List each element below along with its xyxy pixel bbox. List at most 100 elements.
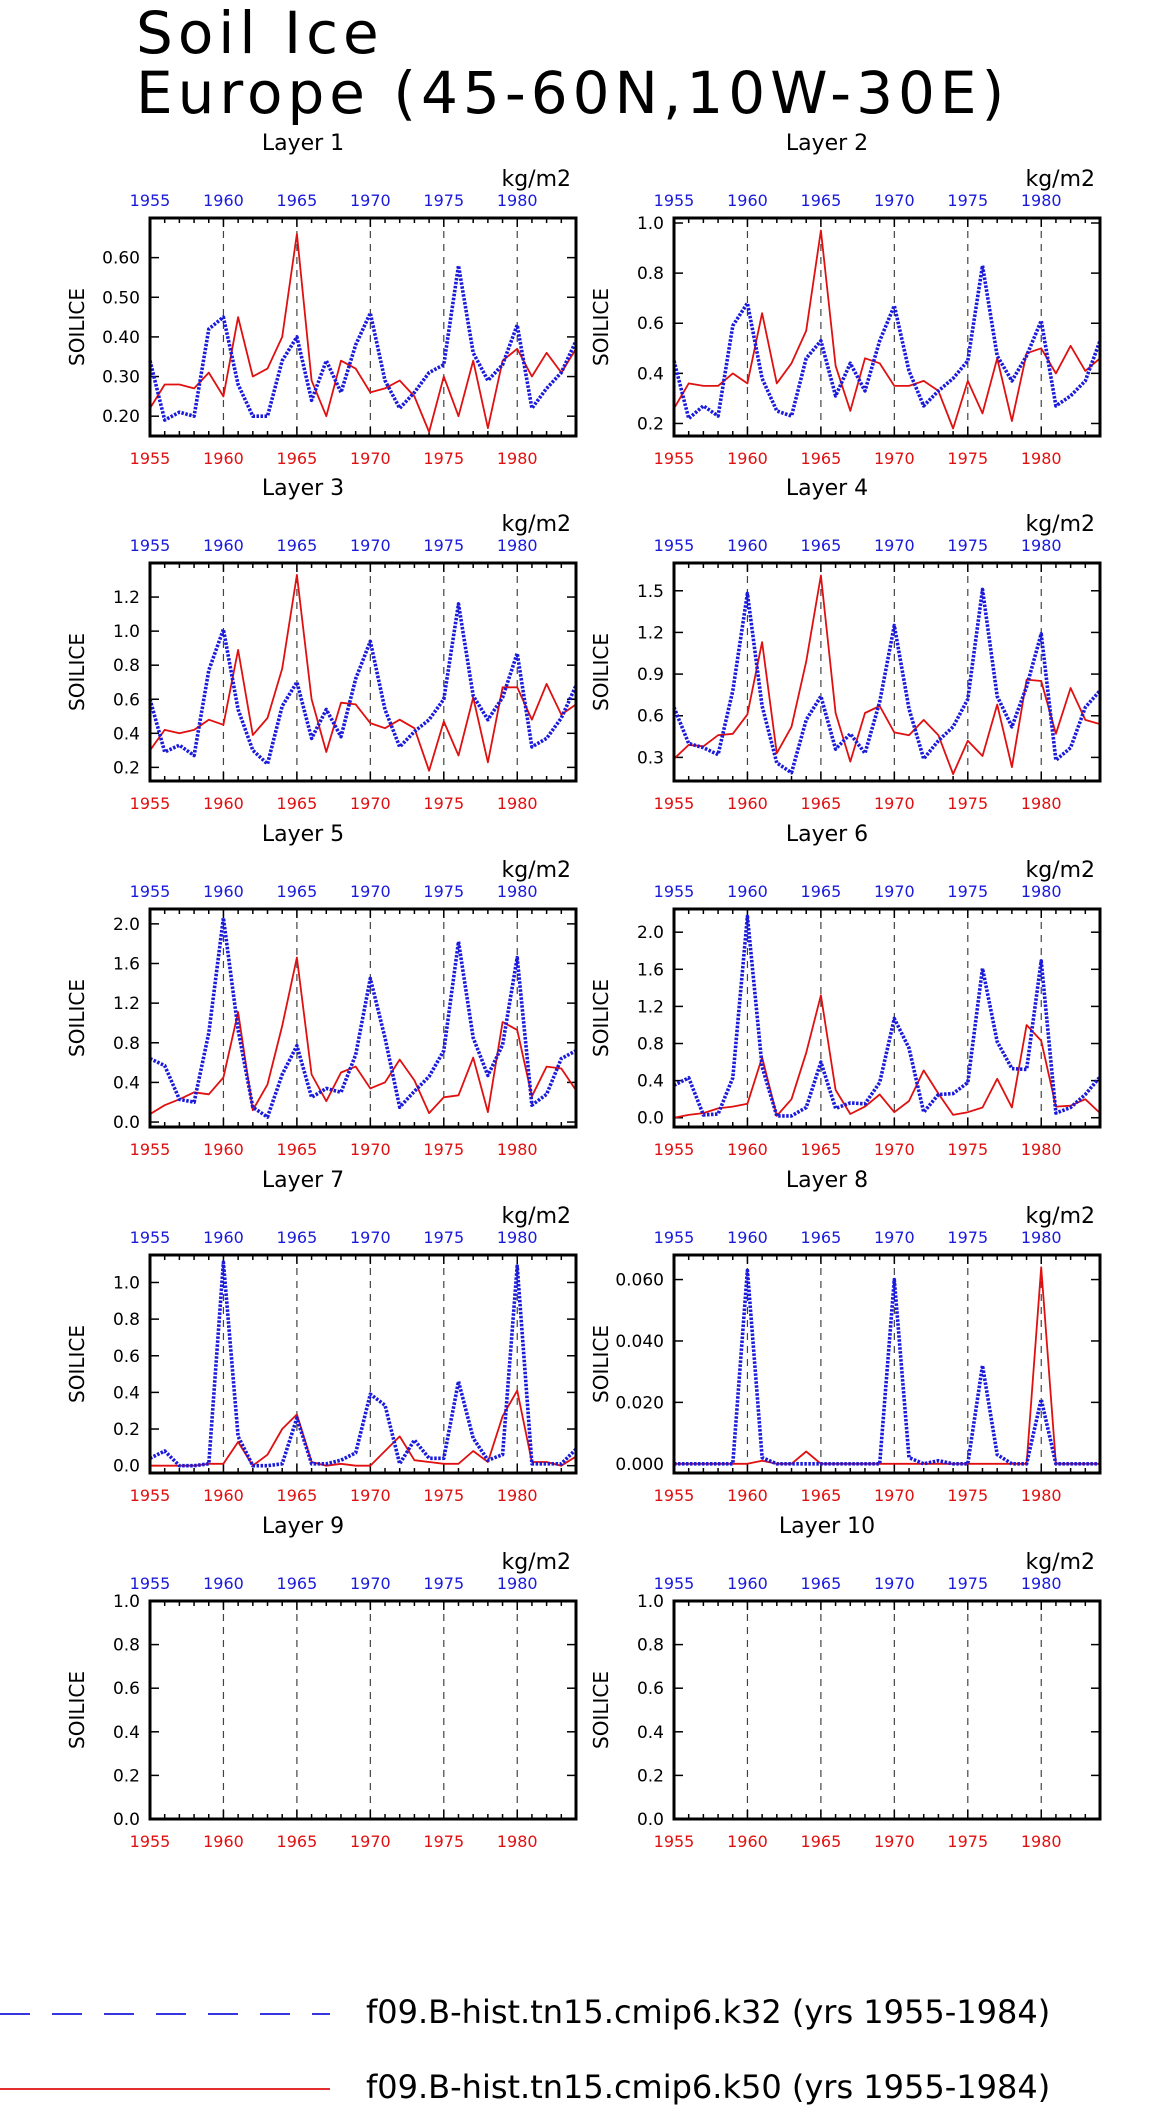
x-tick-label-bottom: 1965	[801, 794, 842, 813]
x-tick-label-top: 1970	[874, 536, 915, 555]
panel-4: Layer 4 kg/m2 SOILICE 1955 1955 1960 1960 1965 1…	[589, 476, 1102, 813]
x-tick-label-bottom: 1955	[654, 1140, 695, 1159]
plot-frame	[672, 1599, 1102, 1821]
x-tick-label-bottom: 1975	[947, 1832, 988, 1851]
x-tick-label-bottom: 1970	[350, 794, 391, 813]
x-tick-label-top: 1980	[497, 191, 538, 210]
x-tick-label-top: 1970	[350, 1574, 391, 1593]
x-tick-label-top: 1970	[350, 882, 391, 901]
y-tick-label: 0.2	[113, 1766, 140, 1786]
y-tick-label: 0.4	[637, 364, 664, 384]
y-tick-label: 0.9	[637, 665, 664, 685]
x-tick-label-top: 1955	[654, 1574, 695, 1593]
panel-title: Layer 1	[262, 131, 344, 156]
series-k32-line	[674, 1268, 1100, 1466]
x-tick-label-top: 1955	[130, 882, 171, 901]
x-tick-label-top: 1970	[874, 882, 915, 901]
x-tick-label-top: 1955	[130, 1574, 171, 1593]
x-tick-label-top: 1980	[1021, 882, 1062, 901]
y-tick-label: 0.6	[637, 314, 664, 334]
x-tick-label-top: 1975	[947, 1574, 988, 1593]
panel-title: Layer 6	[786, 822, 868, 847]
x-tick-label-bottom: 1965	[277, 1140, 318, 1159]
panel-3: Layer 3 kg/m2 SOILICE 1955 1955 1960 1960 1965 1…	[65, 476, 578, 813]
y-tick-label: 0.000	[615, 1455, 664, 1475]
y-axis-label: SOILICE	[589, 1671, 613, 1749]
x-tick-label-bottom: 1955	[654, 794, 695, 813]
x-tick-label-bottom: 1955	[130, 1832, 171, 1851]
panel-title: Layer 4	[786, 476, 868, 501]
y-tick-label: 0.20	[102, 407, 140, 427]
plot-frame	[148, 216, 578, 438]
x-tick-label-top: 1960	[203, 536, 244, 555]
x-tick-label-top: 1980	[497, 882, 538, 901]
x-tick-label-bottom: 1955	[654, 1832, 695, 1851]
series-k32-line	[673, 914, 1102, 1118]
x-tick-label-bottom: 1975	[423, 1832, 464, 1851]
units-label: kg/m2	[1025, 1204, 1095, 1229]
x-tick-label-bottom: 1965	[801, 1140, 842, 1159]
x-tick-label-top: 1960	[203, 191, 244, 210]
y-tick-label: 0.4	[637, 1723, 664, 1743]
y-tick-label: 1.2	[113, 588, 140, 608]
y-tick-label: 1.2	[637, 623, 664, 643]
x-tick-label-bottom: 1960	[727, 1832, 768, 1851]
y-axis-label: SOILICE	[65, 979, 89, 1057]
x-tick-label-top: 1980	[1021, 1228, 1062, 1247]
y-axis-label: SOILICE	[589, 633, 613, 711]
x-tick-label-top: 1960	[203, 882, 244, 901]
series-k50-line	[673, 574, 1101, 775]
y-tick-label: 0.8	[113, 1310, 140, 1330]
panel-title: Layer 7	[262, 1168, 344, 1193]
x-tick-label-bottom: 1960	[203, 1832, 244, 1851]
y-tick-label: 0.4	[637, 1072, 664, 1092]
x-tick-label-top: 1965	[801, 1574, 842, 1593]
x-tick-label-bottom: 1980	[1021, 794, 1062, 813]
x-tick-label-bottom: 1975	[423, 1140, 464, 1159]
y-tick-label: 0.6	[637, 1679, 664, 1699]
x-tick-label-top: 1980	[1021, 191, 1062, 210]
x-tick-label-top: 1975	[423, 536, 464, 555]
y-tick-label: 0.8	[637, 1035, 664, 1055]
x-tick-label-top: 1975	[423, 1574, 464, 1593]
x-tick-label-bottom: 1970	[874, 1140, 915, 1159]
x-tick-label-bottom: 1975	[947, 794, 988, 813]
x-tick-label-top: 1955	[654, 191, 695, 210]
x-tick-label-bottom: 1970	[350, 1140, 391, 1159]
units-label: kg/m2	[501, 512, 571, 537]
panel-9: Layer 9 kg/m2 SOILICE 1955 1955 1960 1960 1965 1…	[65, 1514, 578, 1851]
y-tick-label: 0.8	[113, 1636, 140, 1656]
x-tick-label-top: 1965	[277, 191, 318, 210]
units-label: kg/m2	[1025, 167, 1095, 192]
x-tick-label-bottom: 1960	[727, 1486, 768, 1505]
units-label: kg/m2	[1025, 1550, 1095, 1575]
chart-title-line1: Soil Ice	[136, 0, 384, 67]
y-tick-label: 0.4	[113, 1723, 140, 1743]
y-tick-label: 0.6	[637, 707, 664, 727]
x-tick-label-bottom: 1975	[947, 449, 988, 468]
x-tick-label-top: 1980	[1021, 536, 1062, 555]
x-tick-label-top: 1965	[277, 1574, 318, 1593]
y-tick-label: 1.0	[637, 1592, 664, 1612]
x-tick-label-bottom: 1965	[277, 1832, 318, 1851]
x-tick-label-top: 1965	[801, 536, 842, 555]
series-k50-line	[149, 574, 577, 772]
y-tick-label: 1.5	[637, 582, 664, 602]
panel-title: Layer 2	[786, 131, 868, 156]
x-tick-label-bottom: 1970	[874, 794, 915, 813]
panel-6: Layer 6 kg/m2 SOILICE 1955 1955 1960 1960 1965 1…	[589, 822, 1102, 1159]
x-tick-label-bottom: 1960	[727, 794, 768, 813]
series-k32-line	[149, 916, 577, 1119]
plot-frame	[672, 216, 1102, 438]
y-axis-label: SOILICE	[65, 1325, 89, 1403]
x-tick-label-bottom: 1980	[497, 449, 538, 468]
x-tick-label-top: 1970	[350, 1228, 391, 1247]
x-tick-label-bottom: 1980	[497, 794, 538, 813]
x-tick-label-bottom: 1970	[874, 1832, 915, 1851]
x-tick-label-top: 1965	[801, 1228, 842, 1247]
y-tick-label: 0.020	[615, 1393, 664, 1413]
x-tick-label-top: 1980	[497, 1228, 538, 1247]
series-k50-line	[673, 994, 1101, 1119]
x-tick-label-top: 1960	[727, 536, 768, 555]
x-tick-label-top: 1955	[130, 191, 171, 210]
